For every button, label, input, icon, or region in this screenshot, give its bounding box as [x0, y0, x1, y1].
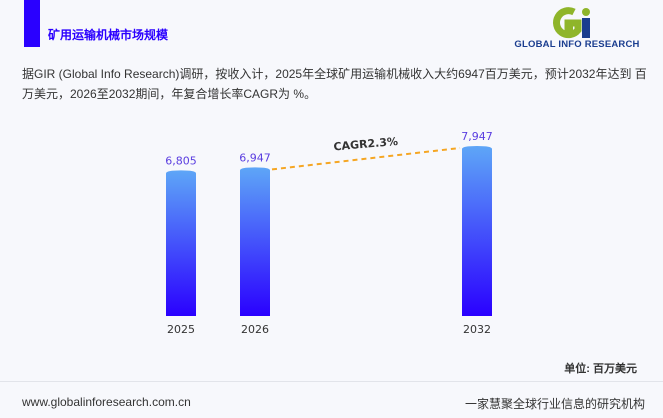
- unit-label: 单位: 百万美元: [564, 363, 637, 375]
- category-label: 2032: [463, 323, 491, 336]
- value-label: 6,947: [239, 151, 271, 164]
- bar-2032: [462, 146, 492, 316]
- gir-logo: GLOBAL INFO RESEARCH: [512, 6, 642, 52]
- summary-text: 据GIR (Global Info Research)调研，按收入计，2025年…: [22, 67, 647, 101]
- category-label: 2026: [241, 323, 269, 336]
- bar-2026: [240, 167, 270, 316]
- title-accent-bar: [24, 0, 40, 47]
- gi-logo-icon: [553, 7, 590, 39]
- category-label: 2025: [167, 323, 195, 336]
- value-label: 6,805: [165, 154, 197, 167]
- tagline: 一家慧聚全球行业信息的研究机构: [464, 397, 645, 411]
- website-link[interactable]: www.globalinforesearch.com.cn: [22, 395, 191, 409]
- logo-text: GLOBAL INFO RESEARCH: [514, 39, 640, 50]
- value-label: 7,947: [461, 130, 493, 143]
- cagr-trend-line: [271, 147, 461, 171]
- bar-chart: 6,805 2025 6,947 2026 7,947 2032 CAGR2.3%: [165, 130, 493, 336]
- page-title: 矿用运输机械市场规模: [48, 28, 169, 42]
- bar-2025: [166, 170, 196, 316]
- cagr-annotation: CAGR2.3%: [333, 135, 398, 154]
- footer-divider: [0, 381, 663, 382]
